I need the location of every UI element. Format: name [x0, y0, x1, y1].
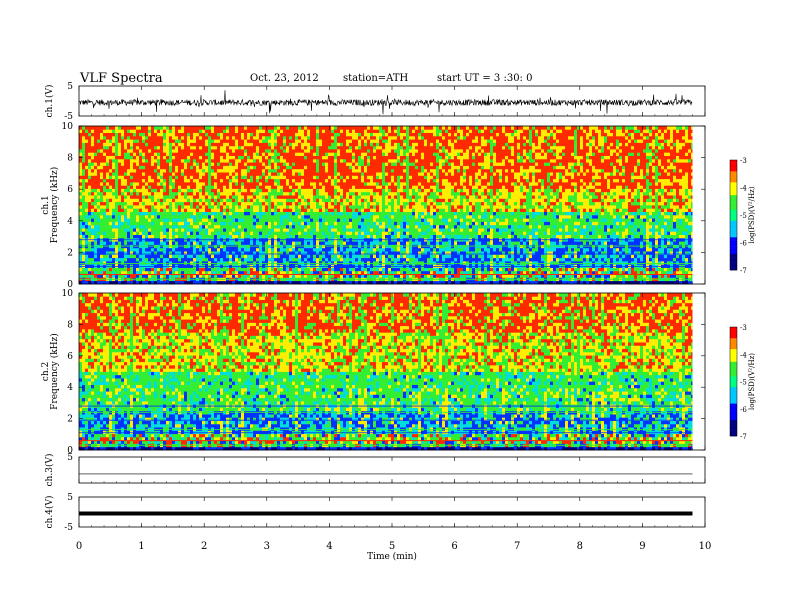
xtick-label: 3	[264, 541, 270, 552]
ch4w-ylabel: ch.4(V)	[44, 496, 55, 529]
xtick-label: 6	[451, 541, 457, 552]
xtick-label: 8	[577, 541, 583, 552]
colorbar-tick-label: -5	[740, 379, 747, 387]
ch1s-ylabel: ch.1	[41, 195, 51, 214]
ch3w-ylabel: ch.3(V)	[44, 454, 55, 487]
colorbar-label: log(PSD)(V²/Hz)	[748, 353, 756, 410]
colorbar-tick-label: -5	[740, 212, 747, 220]
xaxis-label: Time (min)	[367, 551, 417, 562]
colorbar-tick-label: -6	[740, 240, 747, 248]
ch2s-ylabel: Frequency (kHz)	[49, 333, 60, 410]
ch2s-ytick-label: 6	[67, 352, 73, 362]
ch3w-ytick-label: 5	[67, 453, 73, 463]
ch1s-ytick-label: 4	[67, 217, 73, 227]
ch2s-ytick-label: 8	[67, 320, 73, 330]
ch1-spectrogram-cells	[79, 126, 693, 285]
xtick-label: 5	[389, 541, 395, 552]
ch2s-ytick-label: 0	[67, 446, 73, 456]
xtick-label: 10	[699, 541, 712, 552]
ch1w-ytick-label: 5	[67, 82, 73, 92]
colorbar-tick-label: -7	[740, 267, 747, 275]
ch1-waveform-line	[78, 90, 693, 115]
date-label: Oct. 23, 2012	[250, 73, 319, 84]
ch2s-ytick-label: 10	[62, 289, 74, 299]
colorbar-label: log(PSD)(V²/Hz)	[748, 186, 756, 243]
ch1s-ylabel: Frequency (kHz)	[49, 167, 60, 244]
ch1w-ylabel: ch.1(V)	[44, 85, 55, 118]
ch1s-ytick-label: 10	[62, 122, 74, 132]
ch1-colorbar: -3 -4 -5 -6 -7 log(PSD)(V²/Hz)	[729, 157, 756, 275]
colorbar-tick-label: -3	[740, 324, 747, 332]
colorbar-tick-label: -4	[740, 185, 747, 193]
ch1w-ytick-label: -5	[64, 112, 73, 122]
ch2s-ylabel: ch.2	[41, 362, 51, 381]
ch4w-ytick-label: -5	[64, 523, 73, 533]
xtick-label: 2	[201, 541, 207, 552]
xtick-label: 1	[138, 541, 144, 552]
ch1s-ytick-label: 8	[67, 154, 73, 164]
colorbar-tick-label: -3	[740, 157, 747, 165]
ch1s-ytick-label: 0	[67, 280, 73, 290]
colorbar-tick-label: -7	[740, 433, 747, 441]
ch2-spectrogram-cells	[79, 293, 693, 451]
colorbar-tick-label: -6	[740, 406, 747, 414]
ch4w-ytick-label: 5	[67, 493, 73, 503]
xtick-label: 4	[326, 541, 332, 552]
ch2-colorbar: -3 -4 -5 -6 -7 log(PSD)(V²/Hz)	[729, 324, 756, 441]
xtick-label: 0	[76, 541, 82, 552]
ch1s-ytick-label: 6	[67, 185, 73, 195]
colorbar-tick-label: -4	[740, 351, 747, 359]
start-time-label: start UT = 3 :30: 0	[437, 73, 532, 84]
ch2s-ytick-label: 2	[67, 415, 73, 425]
figure-title: VLF Spectra	[80, 71, 163, 86]
ch2s-ytick-label: 4	[67, 383, 73, 393]
station-label: station=ATH	[343, 73, 408, 84]
ch1s-ytick-label: 2	[67, 248, 73, 258]
xtick-label: 9	[639, 541, 645, 552]
xtick-label: 7	[514, 541, 520, 552]
